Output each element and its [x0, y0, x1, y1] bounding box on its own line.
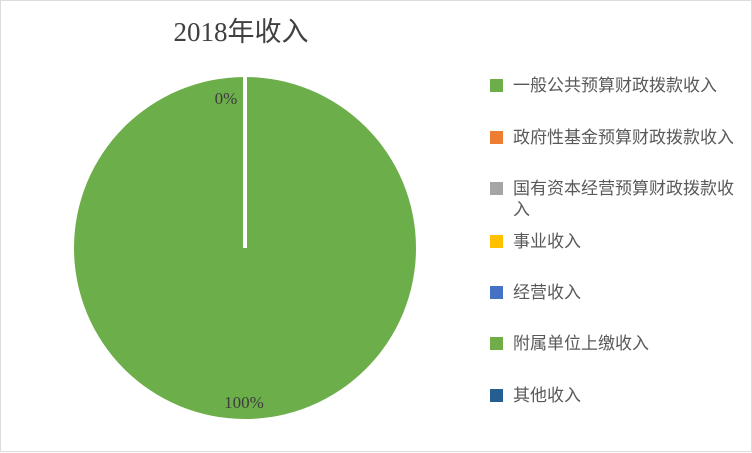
- pie-label-zero-percent: 0%: [214, 89, 238, 108]
- legend-item-operating-income[interactable]: 经营收入: [490, 282, 746, 303]
- legend-item-label: 国有资本经营预算财政拨款收入: [513, 179, 734, 219]
- legend-swatch-icon: [490, 79, 503, 92]
- pie-label-hundred-percent: 100%: [224, 393, 264, 412]
- legend-item-label: 政府性基金预算财政拨款收入: [513, 128, 734, 147]
- legend-item-affiliated-unit-income[interactable]: 附属单位上缴收入: [490, 333, 746, 354]
- legend-swatch-icon: [490, 389, 503, 402]
- legend-item-general-public-budget[interactable]: 一般公共预算财政拨款收入: [490, 75, 746, 96]
- legend-item-label: 一般公共预算财政拨款收入: [513, 76, 717, 95]
- legend-swatch-icon: [490, 337, 503, 350]
- legend-item-label: 事业收入: [513, 232, 581, 251]
- legend-swatch-icon: [490, 182, 503, 195]
- chart-title: 2018年收入: [173, 17, 309, 47]
- pie-chart-graphic: [74, 77, 416, 419]
- legend-item-label: 其他收入: [513, 386, 581, 405]
- legend-item-state-capital-budget[interactable]: 国有资本经营预算财政拨款收入: [490, 178, 746, 220]
- legend-item-government-fund-budget[interactable]: 政府性基金预算财政拨款收入: [490, 127, 746, 148]
- pie-plot-area: 0% 100%: [1, 1, 481, 453]
- legend-item-label: 经营收入: [513, 283, 581, 302]
- legend-swatch-icon: [490, 286, 503, 299]
- legend-item-business-income[interactable]: 事业收入: [490, 231, 746, 252]
- legend-item-label: 附属单位上缴收入: [513, 334, 649, 353]
- legend-swatch-icon: [490, 131, 503, 144]
- legend-swatch-icon: [490, 235, 503, 248]
- legend-item-other-income[interactable]: 其他收入: [490, 385, 746, 406]
